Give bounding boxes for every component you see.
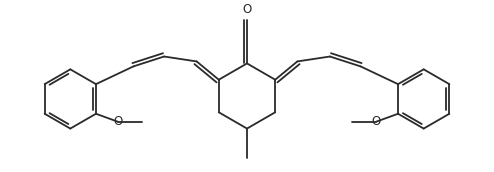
Text: O: O	[371, 115, 381, 128]
Text: O: O	[113, 115, 123, 128]
Text: O: O	[243, 3, 251, 16]
